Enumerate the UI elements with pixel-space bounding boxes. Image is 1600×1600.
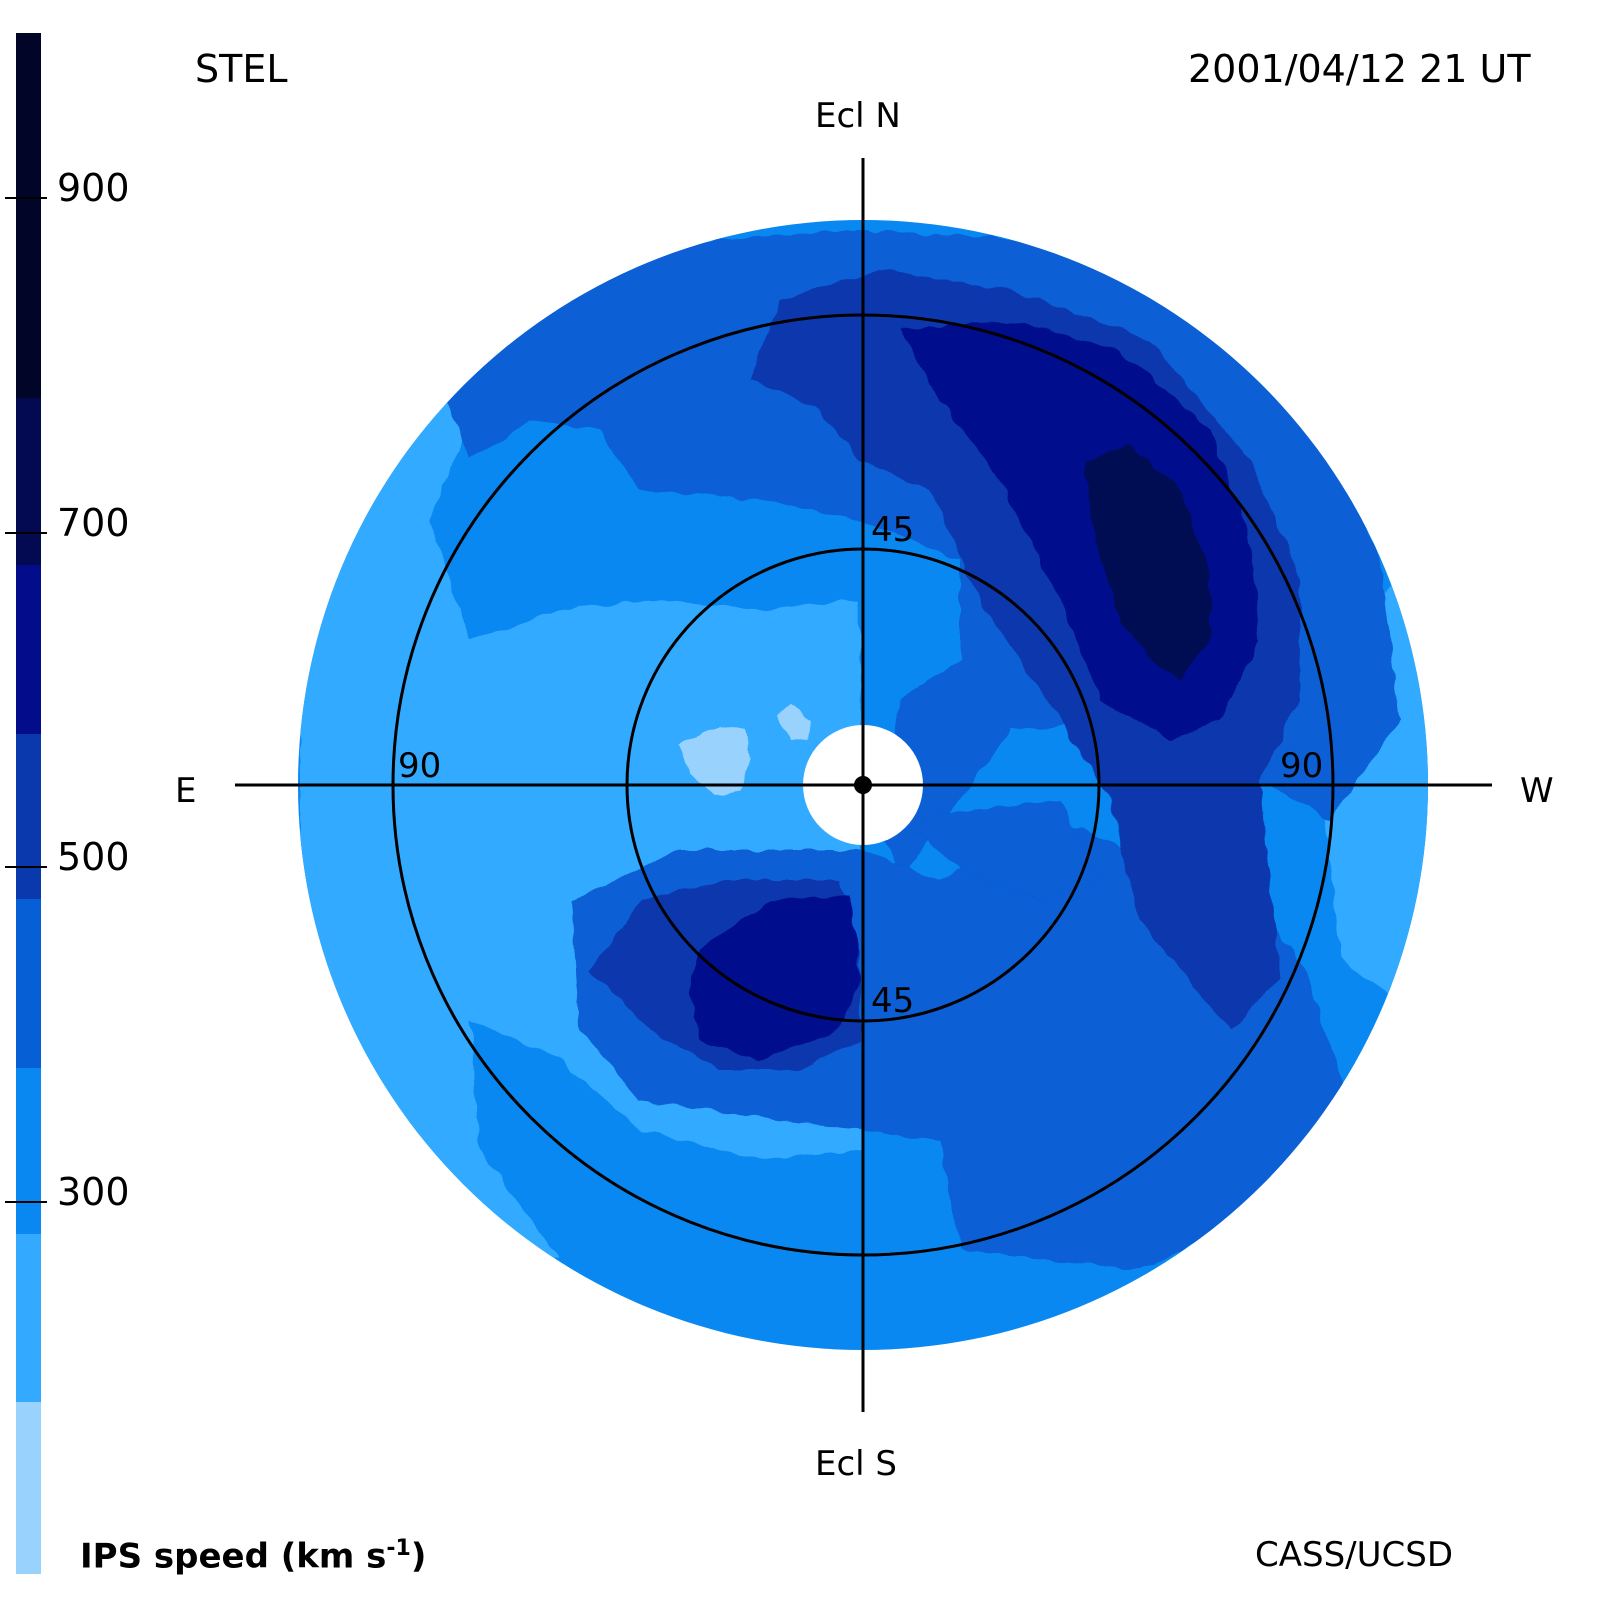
colorbar-level-900 bbox=[16, 33, 41, 398]
contour-region-800-core bbox=[1085, 445, 1210, 680]
compass-north-label: Ecl N bbox=[815, 96, 901, 136]
colorbar-tick-500 bbox=[5, 866, 47, 868]
colorbar-tick-label-900: 900 bbox=[57, 166, 130, 210]
colorbar-level-300 bbox=[16, 1234, 41, 1402]
colorbar-title: IPS speed (km s-1) bbox=[80, 1536, 427, 1577]
colorbar-level-600 bbox=[16, 734, 41, 899]
colorbar-tick-700 bbox=[5, 532, 47, 534]
colorbar-level-800 bbox=[16, 398, 41, 565]
credit-label: CASS/UCSD bbox=[1255, 1535, 1454, 1575]
ring-label-90-right: 90 bbox=[1280, 746, 1323, 786]
datetime-label: 2001/04/12 21 UT bbox=[1188, 47, 1531, 91]
colorbar-title-exponent: -1 bbox=[386, 1536, 411, 1561]
colorbar-title-prefix: IPS speed (km s bbox=[80, 1536, 387, 1577]
compass-east-label: E bbox=[175, 771, 196, 811]
contour-region-200-patch-b bbox=[778, 705, 812, 740]
colorbar-level-200 bbox=[16, 1402, 41, 1574]
ring-label-45-top: 45 bbox=[871, 510, 914, 550]
colorbar-level-500 bbox=[16, 899, 41, 1068]
ring-label-90-left: 90 bbox=[398, 746, 441, 786]
ring-label-45-bottom: 45 bbox=[871, 981, 914, 1021]
colorbar bbox=[16, 33, 41, 1574]
colorbar-title-suffix: ) bbox=[410, 1536, 427, 1577]
colorbar-tick-label-500: 500 bbox=[57, 835, 130, 879]
compass-south-label: Ecl S bbox=[815, 1444, 897, 1484]
colorbar-tick-label-300: 300 bbox=[57, 1170, 130, 1214]
contour-region-200-patch-a bbox=[680, 725, 750, 795]
colorbar-tick-label-700: 700 bbox=[57, 501, 130, 545]
compass-west-label: W bbox=[1520, 771, 1554, 811]
colorbar-level-400 bbox=[16, 1068, 41, 1234]
station-label: STEL bbox=[195, 47, 288, 91]
colorbar-tick-900 bbox=[5, 197, 47, 199]
contour-region-500-center bbox=[900, 800, 1100, 900]
colorbar-tick-300 bbox=[5, 1201, 47, 1203]
colorbar-level-700 bbox=[16, 565, 41, 734]
contour-region-700-south bbox=[690, 895, 860, 1060]
